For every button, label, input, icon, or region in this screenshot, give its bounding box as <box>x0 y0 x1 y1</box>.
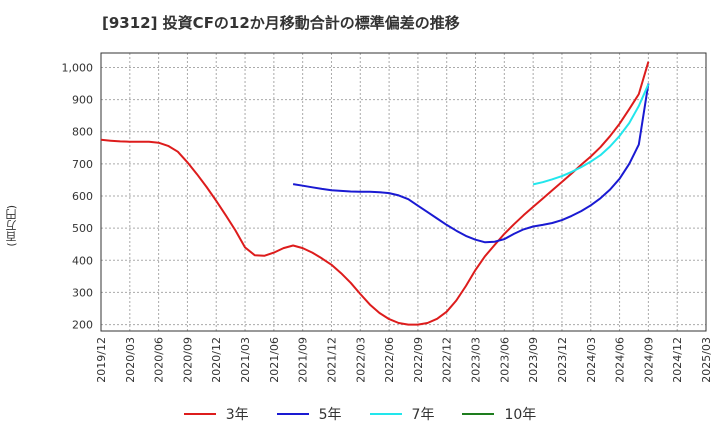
legend-item: 7年 <box>369 404 435 424</box>
x-tick-label: 2023/06 <box>498 337 511 383</box>
x-tick-label: 2024/03 <box>585 337 598 383</box>
x-tick-label: 2019/12 <box>95 337 108 383</box>
x-tick-label: 2021/03 <box>239 337 252 383</box>
x-tick-label: 2020/12 <box>210 337 223 383</box>
series-line-2 <box>532 83 650 186</box>
x-tick-label: 2021/09 <box>297 337 310 383</box>
y-tick-label: 700 <box>72 158 93 171</box>
legend-swatch <box>462 413 495 415</box>
legend-swatch <box>276 413 309 415</box>
legend: 3年 5年 7年 10年 <box>0 404 720 424</box>
legend-swatch <box>369 413 402 415</box>
plot-frame <box>100 52 707 332</box>
x-tick-label: 2023/12 <box>556 337 569 383</box>
y-tick-labels: 200 300 400 500 600 700 800 900 1,000 <box>62 61 94 331</box>
legend-item: 3年 <box>183 404 249 424</box>
grid-layer <box>100 53 707 331</box>
x-tick-label: 2022/06 <box>383 337 396 383</box>
x-tick-label: 2023/03 <box>470 337 483 383</box>
x-tick-label: 2020/06 <box>153 337 166 383</box>
y-tick-label: 300 <box>72 286 93 299</box>
x-tick-label: 2021/06 <box>268 337 281 383</box>
x-tick-label: 2024/06 <box>614 337 627 383</box>
x-tick-label: 2023/09 <box>527 337 540 383</box>
x-tick-labels: 2019/12 2020/03 2020/06 2020/09 2020/12 2021/… <box>95 337 713 383</box>
y-tick-label: 200 <box>72 319 93 332</box>
legend-swatch <box>183 413 216 415</box>
series-line-0 <box>100 61 650 326</box>
legend-item: 10年 <box>462 404 536 424</box>
legend-label: 7年 <box>411 407 435 423</box>
legend-label: 10年 <box>504 407 537 423</box>
x-tick-label: 2022/03 <box>354 337 367 383</box>
x-tick-label: 2020/09 <box>181 337 194 383</box>
y-tick-label: 1,000 <box>62 61 94 74</box>
x-tick-label: 2025/03 <box>700 337 713 383</box>
series-lines <box>100 61 650 326</box>
y-tick-label: 500 <box>72 222 93 235</box>
y-tick-label: 800 <box>72 126 93 139</box>
legend-label: 5年 <box>318 407 342 423</box>
x-tick-label: 2022/12 <box>441 337 454 383</box>
x-tick-label: 2024/12 <box>671 337 684 383</box>
chart-title: [9312] 投資CFの12か月移動合計の標準偏差の推移 <box>102 14 460 32</box>
y-tick-label: 900 <box>72 94 93 107</box>
y-tick-label: 600 <box>72 190 93 203</box>
series-line-1 <box>292 83 650 244</box>
x-tick-label: 2021/12 <box>325 337 338 383</box>
x-tick-label: 2024/09 <box>642 337 655 383</box>
legend-item: 5年 <box>276 404 342 424</box>
y-tick-label: 400 <box>72 254 93 267</box>
x-tick-label: 2020/03 <box>124 337 137 383</box>
x-tick-label: 2022/09 <box>412 337 425 383</box>
legend-label: 3年 <box>225 407 249 423</box>
